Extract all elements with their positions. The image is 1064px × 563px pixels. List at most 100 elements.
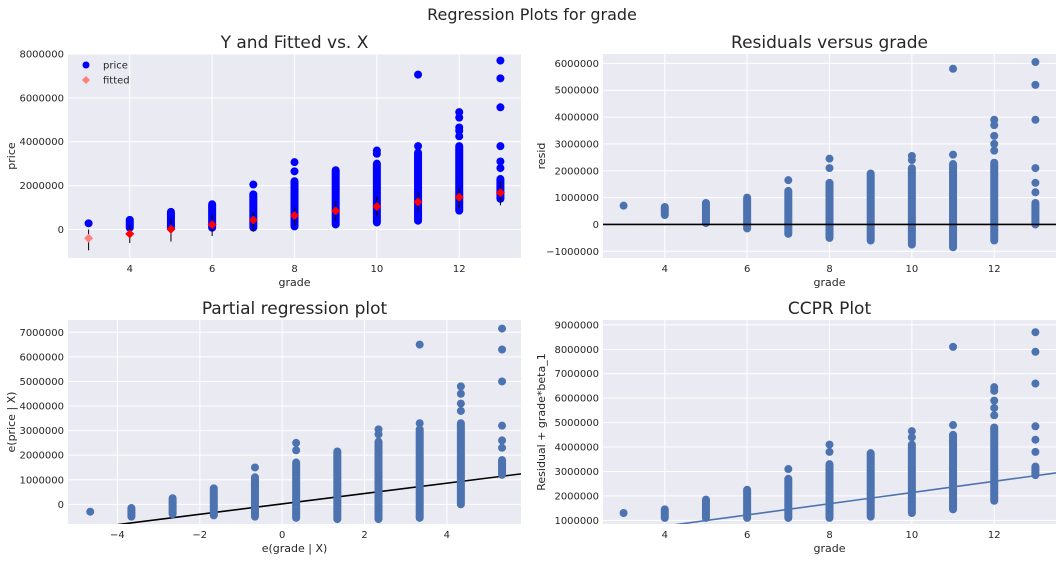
subplot-title: Partial regression plot (202, 299, 388, 319)
subplot-title: CCPR Plot (788, 299, 872, 319)
figure-title: Regression Plots for grade (427, 5, 637, 24)
data-point (456, 389, 465, 398)
x-tick-label: 10 (370, 264, 383, 275)
x-axis-label: grade (814, 542, 846, 555)
data-point (784, 176, 793, 185)
data-point (498, 443, 507, 452)
y-tick-label: 2000000 (554, 491, 599, 502)
x-tick-label: 8 (826, 530, 832, 541)
x-tick-label: 6 (744, 264, 750, 275)
legend-label-price: price (103, 61, 128, 72)
data-point (1031, 188, 1040, 197)
y-tick-label: 4000000 (19, 137, 64, 148)
data-point (1031, 379, 1040, 388)
data-point (1031, 328, 1040, 337)
data-point (414, 70, 423, 79)
data-point (825, 154, 834, 163)
x-tick-label: 4 (444, 530, 450, 541)
data-point (1031, 435, 1040, 444)
data-point (496, 56, 505, 65)
data-point (498, 324, 507, 333)
x-tick-label: 8 (291, 264, 297, 275)
fitted-point (413, 197, 423, 207)
y-tick-label: 3000000 (19, 426, 64, 437)
data-point (455, 113, 464, 122)
y-tick-label: 7000000 (554, 369, 599, 380)
data-point (290, 167, 299, 176)
data-point (1031, 447, 1040, 456)
data-point (990, 383, 999, 392)
data-layer (84, 56, 505, 251)
subplot-3: −4 −2 0 2 4 0 1000000 2000000 3000000 4000000 5000… (5, 299, 521, 555)
data-point (907, 427, 916, 436)
fitted-point (125, 229, 135, 239)
fitted-point (372, 201, 382, 211)
data-point (825, 164, 834, 173)
data-point (619, 201, 628, 210)
data-point (455, 123, 464, 132)
legend-marker-fitted (82, 76, 90, 84)
data-point (455, 132, 464, 141)
y-tick-label: 8000000 (19, 50, 64, 61)
x-tick-label: 10 (905, 264, 918, 275)
data-point (907, 152, 916, 160)
data-point (1031, 80, 1040, 89)
data-point (496, 103, 505, 112)
y-tick-label: 5000000 (554, 86, 599, 97)
data-point (907, 433, 916, 442)
y-tick-label: 0 (58, 225, 64, 236)
data-point (949, 421, 958, 430)
data-point (415, 419, 424, 428)
data-point (1031, 347, 1040, 356)
x-tick-label: 4 (662, 264, 668, 275)
data-point (374, 425, 383, 434)
x-tick-label: 4 (127, 264, 133, 275)
y-tick-label: 0 (593, 220, 599, 231)
y-tick-label: 8000000 (554, 345, 599, 356)
data-point (949, 64, 958, 73)
y-tick-label: 4000000 (554, 443, 599, 454)
y-tick-label: 3000000 (554, 467, 599, 478)
data-point (496, 157, 505, 166)
data-point (496, 142, 505, 151)
x-tick-label: −4 (110, 530, 125, 541)
y-tick-label: 2000000 (19, 451, 64, 462)
data-point (496, 74, 505, 83)
data-point (990, 131, 999, 140)
x-axis-label: grade (279, 276, 311, 289)
y-tick-label: 6000000 (19, 93, 64, 104)
data-point (990, 403, 999, 412)
data-point (990, 411, 999, 420)
fitted-point (207, 220, 217, 230)
x-tick-label: 6 (209, 264, 215, 275)
y-tick-label: −1000000 (546, 247, 599, 258)
fitted-point (248, 215, 258, 225)
data-point (250, 463, 259, 472)
fitted-point (495, 188, 505, 198)
data-point (496, 164, 505, 173)
x-tick-label: 12 (988, 264, 1001, 275)
data-point (990, 396, 999, 405)
y-tick-label: 4000000 (554, 113, 599, 124)
y-tick-label: 2000000 (554, 166, 599, 177)
y-tick-label: 1000000 (554, 193, 599, 204)
x-axis-label: grade (814, 276, 846, 289)
fitted-point (454, 192, 464, 202)
fitted-point (290, 210, 299, 220)
data-point (1031, 178, 1040, 187)
data-point (415, 340, 424, 349)
subplot-2: 4 6 8 10 12 −1000000 0 1000000 2000000 3000000 400… (535, 33, 1056, 289)
data-point (456, 382, 465, 391)
data-point (249, 180, 258, 189)
subplot-4: 4 6 8 10 12 1000000 2000000 3000000 4000000 50000… (535, 299, 1056, 555)
x-tick-label: 12 (988, 530, 1001, 541)
subplot-1: 4 6 8 10 12 0 2000000 4000000 6000000 8000000 pric… (5, 33, 521, 289)
data-point (498, 377, 507, 386)
data-point (990, 139, 999, 148)
data-point (990, 115, 999, 124)
y-tick-label: 6000000 (554, 59, 599, 70)
y-tick-label: 0 (58, 500, 64, 511)
data-point (784, 465, 793, 474)
data-point (456, 399, 465, 408)
